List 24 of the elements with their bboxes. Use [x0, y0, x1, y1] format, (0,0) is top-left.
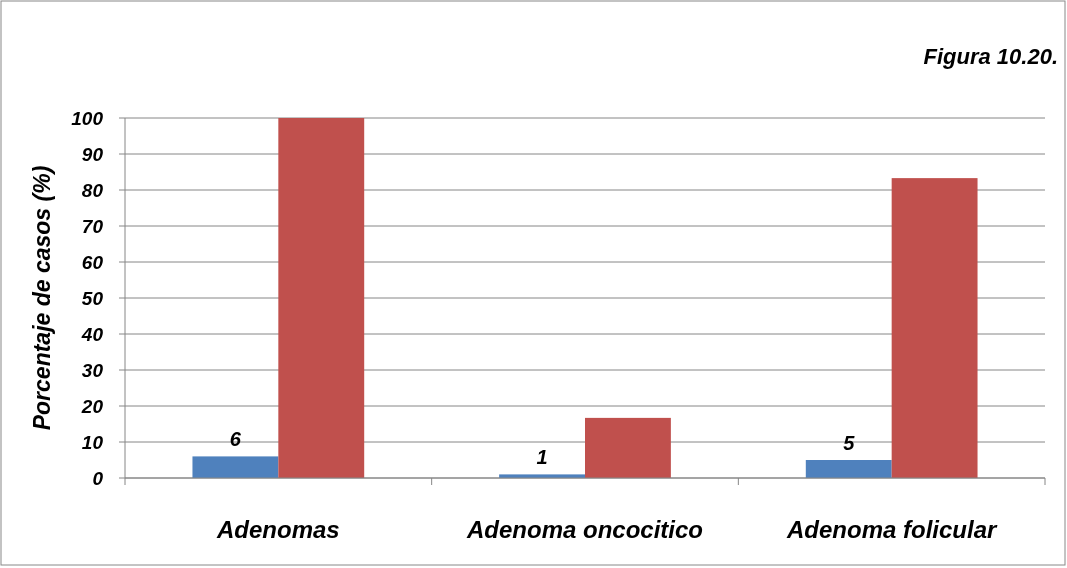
y-tick-label: 100	[71, 107, 104, 129]
y-axis-title: Porcentaje de casos (%)	[29, 165, 55, 431]
data-label: 1	[536, 446, 548, 469]
bar	[278, 118, 365, 478]
chart-title: Figura 10.20.	[923, 44, 1058, 69]
y-tick-label: 80	[81, 179, 104, 201]
y-tick-label: 20	[80, 395, 104, 417]
y-tick-label: 30	[81, 359, 104, 381]
y-tick-label: 50	[81, 287, 104, 309]
data-label: 5	[843, 432, 856, 454]
y-tick-label: 70	[81, 215, 104, 237]
y-tick-label: 40	[80, 323, 104, 345]
y-tick-label: 90	[81, 143, 104, 165]
x-tick-label: Adenoma oncocitico	[465, 516, 704, 543]
bar	[891, 178, 978, 478]
y-tick-label: 60	[81, 251, 104, 273]
x-tick-label: Adenomas	[215, 516, 340, 543]
bar	[805, 460, 892, 478]
bar	[585, 417, 671, 478]
data-label: 6	[229, 428, 242, 451]
y-tick-label: 10	[81, 431, 104, 453]
bar	[192, 456, 279, 478]
x-tick-label: Adenoma folicular	[785, 516, 999, 543]
y-tick-label: 0	[92, 467, 104, 489]
